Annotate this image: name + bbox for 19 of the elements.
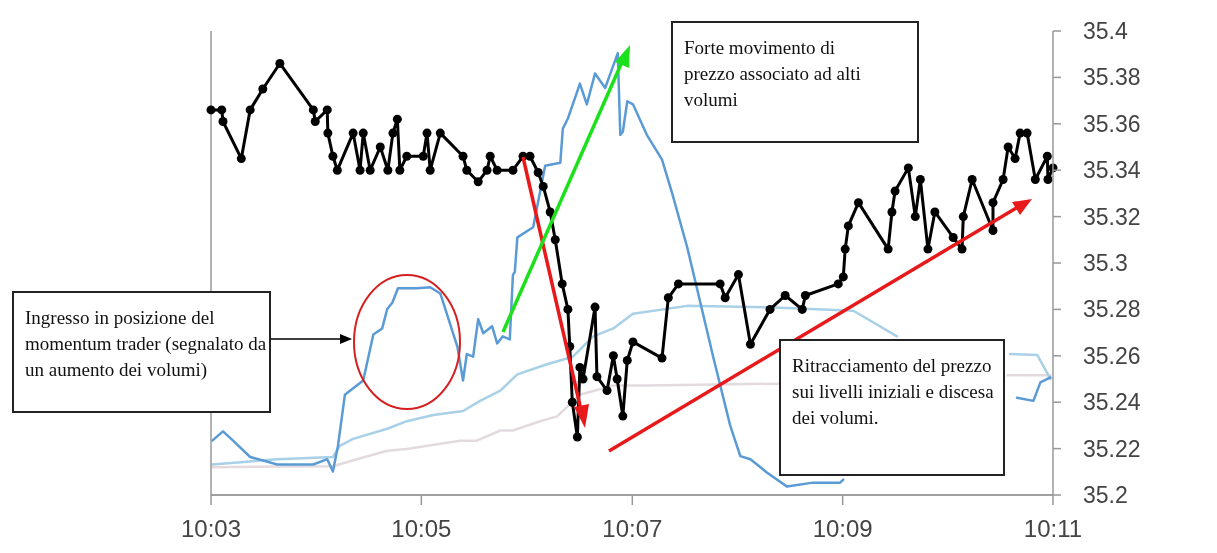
x-tick-label: 10:03	[180, 515, 242, 542]
y2-tick-label: 35.24	[1083, 389, 1141, 416]
y2-tick-label: 35.32	[1083, 203, 1141, 230]
annotation: Ritracciamento del prezzo sui livelli iniziali e discesa dei volumi.	[792, 355, 995, 428]
y2-tick-label: 35.28	[1083, 296, 1141, 323]
y2-tick-label: 35.26	[1083, 342, 1141, 369]
x-tick-label: 10:09	[812, 515, 873, 542]
annotation: Forte movimento di prezzo associato ad alti volumi	[684, 37, 861, 110]
y2-tick-label: 35.3	[1083, 250, 1128, 276]
y2-tick-label: 35.38	[1083, 64, 1141, 91]
y2-tick-label: 35.36	[1083, 110, 1141, 137]
x-tick-label: 10:07	[602, 515, 663, 542]
annotation: Ingresso in posizione del momentum trader (segnalato da un aumento dei volumi)	[25, 307, 267, 381]
x-tick-label: 10:05	[391, 515, 452, 542]
y2-tick-label: 35.2	[1083, 482, 1128, 508]
y2-tick-label: 35.4	[1083, 18, 1128, 44]
x-tick-label: 10:11	[1023, 515, 1083, 542]
y2-tick-label: 35.34	[1083, 157, 1141, 184]
y2-tick-label: 35.22	[1083, 435, 1141, 462]
